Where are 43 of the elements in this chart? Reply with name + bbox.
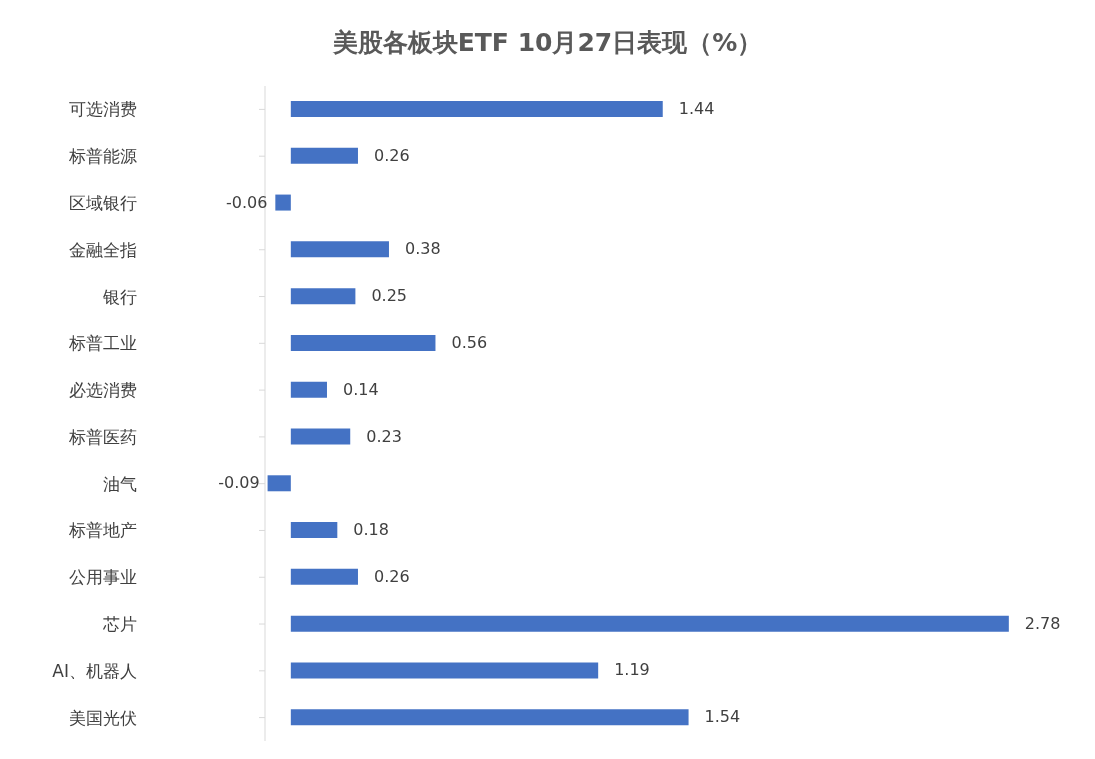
data-label: 0.14 xyxy=(342,379,379,399)
bar xyxy=(290,522,338,539)
bar xyxy=(290,428,351,445)
data-label: 2.78 xyxy=(1024,613,1061,633)
data-label: 0.26 xyxy=(373,566,410,586)
data-label: 0.56 xyxy=(451,332,488,352)
y-tick-label: 标普医药 xyxy=(68,426,137,447)
data-label: 0.26 xyxy=(373,145,410,165)
data-label: 1.54 xyxy=(704,707,741,727)
data-label: 0.25 xyxy=(371,286,408,306)
y-tick-label: 区域银行 xyxy=(69,193,137,213)
bar xyxy=(290,662,599,679)
y-tick-label: 必选消费 xyxy=(69,380,137,401)
y-tick-label: 美国光伏 xyxy=(69,707,137,728)
y-tick-label: AI、机器人 xyxy=(52,660,137,681)
y-tick-label: 标普工业 xyxy=(68,333,137,354)
y-tick-label: 银行 xyxy=(102,286,137,307)
y-tick-label: 油气 xyxy=(103,473,137,494)
bar xyxy=(290,334,436,351)
y-tick-label: 芯片 xyxy=(102,614,137,635)
data-label: 1.44 xyxy=(678,99,715,118)
bar xyxy=(290,288,356,305)
data-label: 1.19 xyxy=(614,660,650,680)
data-label: -0.09 xyxy=(218,473,260,493)
data-label: 0.23 xyxy=(366,426,402,446)
data-label: 0.18 xyxy=(353,520,389,540)
bar xyxy=(290,568,358,585)
bar xyxy=(275,194,291,211)
bar xyxy=(290,101,663,117)
bar xyxy=(290,241,389,258)
y-tick-label: 标普地产 xyxy=(68,520,137,541)
bar xyxy=(290,615,1009,632)
bar xyxy=(290,381,327,398)
bar xyxy=(290,147,358,164)
y-tick-label: 公用事业 xyxy=(69,567,137,588)
y-tick-label: 可选消费 xyxy=(69,99,137,120)
bar xyxy=(267,475,291,492)
y-tick-label: 金融全指 xyxy=(69,239,137,260)
data-label: -0.06 xyxy=(225,192,268,212)
bar xyxy=(290,709,689,726)
chart-title: 美股各板块ETF 10月27日表现（%） xyxy=(331,27,764,59)
data-label: 0.38 xyxy=(404,239,441,259)
y-tick-label: 标普能源 xyxy=(68,146,137,167)
